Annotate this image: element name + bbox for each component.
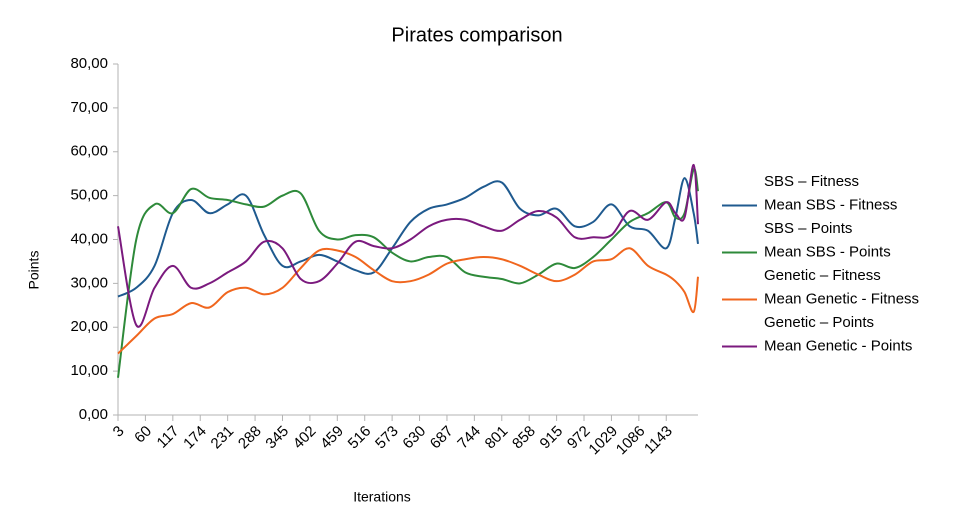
x-tick-label: 744	[454, 423, 484, 453]
x-tick-label: 801	[482, 423, 512, 453]
legend-label: Mean Genetic - Fitness	[764, 290, 919, 307]
y-tick-label: 0,00	[79, 406, 108, 423]
legend-label: Mean SBS - Fitness	[764, 196, 897, 213]
legend-label: SBS – Points	[764, 220, 852, 237]
x-tick-label: 915	[537, 423, 567, 453]
x-tick-label: 1029	[585, 423, 621, 459]
x-tick-label: 60	[131, 423, 155, 447]
x-tick-label: 174	[180, 423, 210, 453]
x-tick-label: 687	[427, 423, 457, 453]
y-tick-label: 30,00	[70, 274, 108, 291]
y-tick-label: 80,00	[70, 55, 108, 72]
x-axis-label: Iterations	[353, 489, 411, 505]
x-tick-label: 345	[262, 423, 292, 453]
series-line	[117, 163, 699, 328]
x-tick-label: 1086	[613, 423, 649, 459]
legend-label: SBS – Fitness	[764, 173, 859, 190]
y-tick-label: 10,00	[70, 362, 108, 379]
y-tick-label: 70,00	[70, 99, 108, 116]
series-line	[117, 177, 699, 298]
y-axis-label: Points	[26, 251, 42, 290]
y-tick-label: 50,00	[70, 187, 108, 204]
x-tick-label: 573	[372, 423, 402, 453]
x-tick-label: 1143	[641, 423, 676, 458]
x-tick-label: 231	[208, 423, 238, 453]
x-tick-label: 117	[154, 423, 183, 452]
legend-label: Genetic – Fitness	[764, 267, 881, 284]
x-tick-label: 402	[290, 423, 320, 453]
legend-label: Mean Genetic - Points	[764, 337, 912, 354]
y-tick-label: 20,00	[70, 318, 108, 335]
y-tick-label: 60,00	[70, 143, 108, 160]
x-tick-label: 516	[345, 423, 375, 453]
series-line	[117, 247, 699, 355]
legend-label: Mean SBS - Points	[764, 243, 891, 260]
legend-label: Genetic – Points	[764, 314, 874, 331]
x-tick-label: 3	[110, 423, 128, 441]
y-tick-label: 40,00	[70, 230, 108, 247]
series-line	[117, 168, 699, 378]
x-tick-label: 630	[399, 423, 429, 453]
chart-title: Pirates comparison	[391, 24, 562, 46]
x-tick-label: 459	[317, 423, 347, 453]
x-tick-label: 288	[235, 423, 265, 453]
x-tick-label: 858	[509, 423, 539, 453]
